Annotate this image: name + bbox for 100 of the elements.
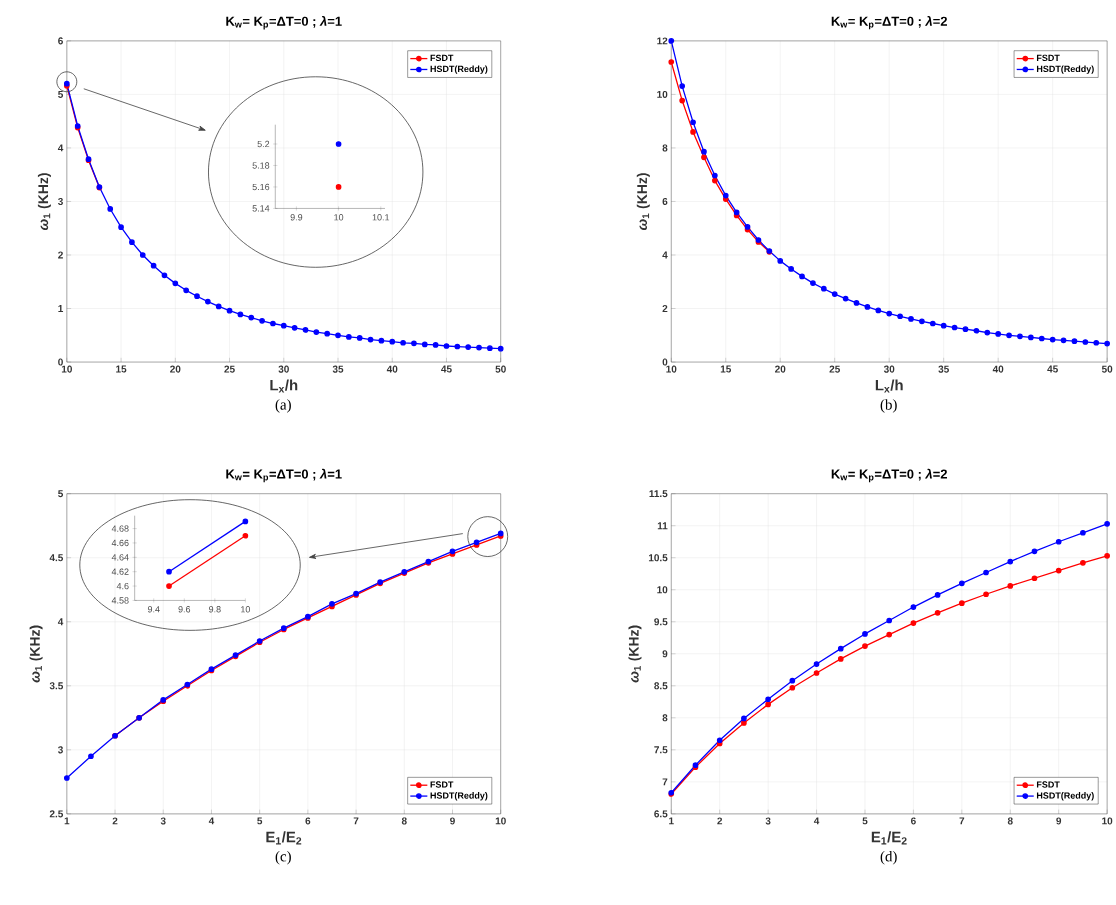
y-tick-label: 2 (662, 305, 668, 313)
legend-label: HSDT(Reddy) (1036, 792, 1094, 801)
y-tick-label: 7.5 (654, 746, 668, 754)
chart-title: K$_{w}$= K$_{p}$=ΔT=0 ; λ=1 (226, 468, 342, 483)
x-axis-title: E$_{1}$/E$_{2}$ (266, 831, 302, 845)
x-tick-label: 15 (116, 365, 127, 373)
y-axis-title: ω$_{1}$ (KHz) (37, 173, 51, 231)
y-tick-label: 6 (58, 37, 63, 45)
x-tick-label: 9.8 (209, 606, 221, 613)
x-tick-label: 9.6 (178, 606, 191, 613)
x-tick-label: 4 (208, 817, 215, 825)
y-axis-title: ω$_{1}$ (KHz) (29, 625, 43, 683)
x-tick-label: 1 (669, 817, 674, 825)
x-tick-label: 45 (441, 365, 452, 373)
y-tick-label: 4.5 (49, 554, 64, 562)
legend-label: HSDT(Reddy) (430, 792, 488, 801)
legend-label: FSDT (430, 781, 454, 788)
y-tick-label: 4.58 (111, 597, 129, 604)
x-tick-label: 50 (495, 365, 506, 373)
x-tick-label: 10.1 (372, 214, 390, 221)
chart-title: K$_{w}$= K$_{p}$=ΔT=0 ; λ=1 (226, 16, 342, 30)
x-tick-label: 50 (1101, 365, 1113, 373)
x-tick-label: 1 (64, 817, 70, 825)
x-tick-label: 40 (992, 365, 1004, 373)
x-tick-label: 10 (334, 214, 344, 221)
y-tick-label: 8 (662, 144, 668, 152)
y-tick-label: 5 (58, 91, 64, 99)
text: (a) (275, 399, 291, 413)
x-tick-label: 10 (241, 606, 251, 613)
x-tick-label: 3 (160, 817, 166, 825)
y-tick-label: 10.5 (648, 554, 668, 562)
x-tick-label: 4 (813, 817, 820, 825)
y-tick-label: 1 (58, 305, 64, 313)
x-tick-label: 6 (305, 817, 311, 825)
y-tick-label: 5 (58, 490, 64, 498)
legend-label: HSDT(Reddy) (430, 65, 488, 75)
x-tick-label: 40 (386, 365, 398, 373)
x-tick-label: 7 (353, 817, 359, 825)
x-tick-label: 35 (938, 365, 949, 373)
y-axis-title: ω$_{1}$ (KHz) (636, 173, 650, 231)
chart-title: K$_{w}$= K$_{p}$=ΔT=0 ; λ=2 (831, 468, 947, 483)
x-tick-label: 3 (765, 817, 771, 825)
y-tick-label: 8.5 (654, 682, 668, 690)
y-tick-label: 4 (57, 144, 64, 152)
y-tick-label: 4.62 (111, 568, 129, 576)
y-tick-label: 4 (57, 618, 64, 626)
legend-label: FSDT (1036, 781, 1060, 788)
x-tick-label: 25 (829, 365, 840, 373)
y-tick-label: 4 (662, 251, 668, 259)
y-tick-label: 9 (662, 650, 668, 658)
x-tick-label: 10 (1102, 817, 1113, 825)
x-tick-label: 5 (862, 817, 868, 825)
y-tick-label: 11.5 (649, 490, 668, 498)
y-tick-label: 10 (657, 91, 668, 99)
y-tick-label: 0 (662, 358, 668, 366)
y-tick-label: 3 (58, 198, 63, 206)
y-tick-label: 5.16 (252, 183, 270, 191)
text: (d) (880, 851, 897, 865)
y-tick-label: 6.5 (654, 810, 668, 818)
x-tick-label: 30 (883, 365, 895, 373)
y-tick-label: 10 (657, 586, 668, 594)
x-tick-label: 35 (332, 365, 344, 373)
x-tick-label: 25 (224, 365, 235, 373)
x-tick-label: 45 (1047, 365, 1058, 373)
x-tick-label: 2 (717, 817, 723, 825)
y-tick-label: 4.64 (111, 554, 129, 561)
y-tick-label: 12 (657, 37, 668, 45)
y-tick-label: 5.14 (252, 205, 270, 212)
y-tick-label: 2 (58, 251, 63, 259)
y-tick-label: 5.2 (257, 140, 270, 148)
x-tick-label: 9 (1056, 817, 1062, 825)
y-axis-title: ω$_{1}$ (KHz) (628, 625, 642, 683)
chart-title: K$_{w}$= K$_{p}$=ΔT=0 ; λ=2 (831, 16, 947, 30)
x-tick-label: 10 (495, 817, 506, 825)
x-tick-label: 9.9 (290, 214, 303, 221)
x-tick-label: 20 (170, 365, 181, 373)
text: (b) (880, 399, 897, 413)
y-tick-label: 3 (58, 746, 63, 754)
y-tick-label: 4.68 (111, 525, 129, 532)
y-tick-label: 4.66 (111, 539, 129, 547)
y-tick-label: 9.5 (654, 618, 668, 626)
y-tick-label: 11 (657, 522, 668, 530)
x-tick-label: 9 (450, 817, 455, 825)
x-tick-label: 6 (911, 817, 916, 825)
y-tick-label: 2.5 (49, 810, 64, 818)
y-tick-label: 3.5 (49, 682, 64, 690)
y-tick-label: 5.18 (252, 162, 270, 169)
y-tick-label: 6 (662, 198, 668, 206)
x-axis-title: L$_{x}$/h (875, 379, 903, 393)
x-tick-label: 8 (1007, 817, 1013, 825)
x-tick-label: 9.4 (147, 606, 160, 613)
x-axis-title: L$_{x}$/h (270, 379, 298, 393)
x-tick-label: 20 (775, 365, 786, 373)
x-tick-label: 15 (720, 365, 732, 373)
y-tick-label: 7 (662, 778, 668, 786)
x-axis-title: E$_{1}$/E$_{2}$ (871, 831, 907, 845)
x-tick-label: 30 (278, 365, 289, 373)
legend-label: HSDT(Reddy) (1036, 65, 1094, 74)
text: (c) (275, 851, 291, 865)
y-tick-label: 0 (58, 358, 63, 366)
